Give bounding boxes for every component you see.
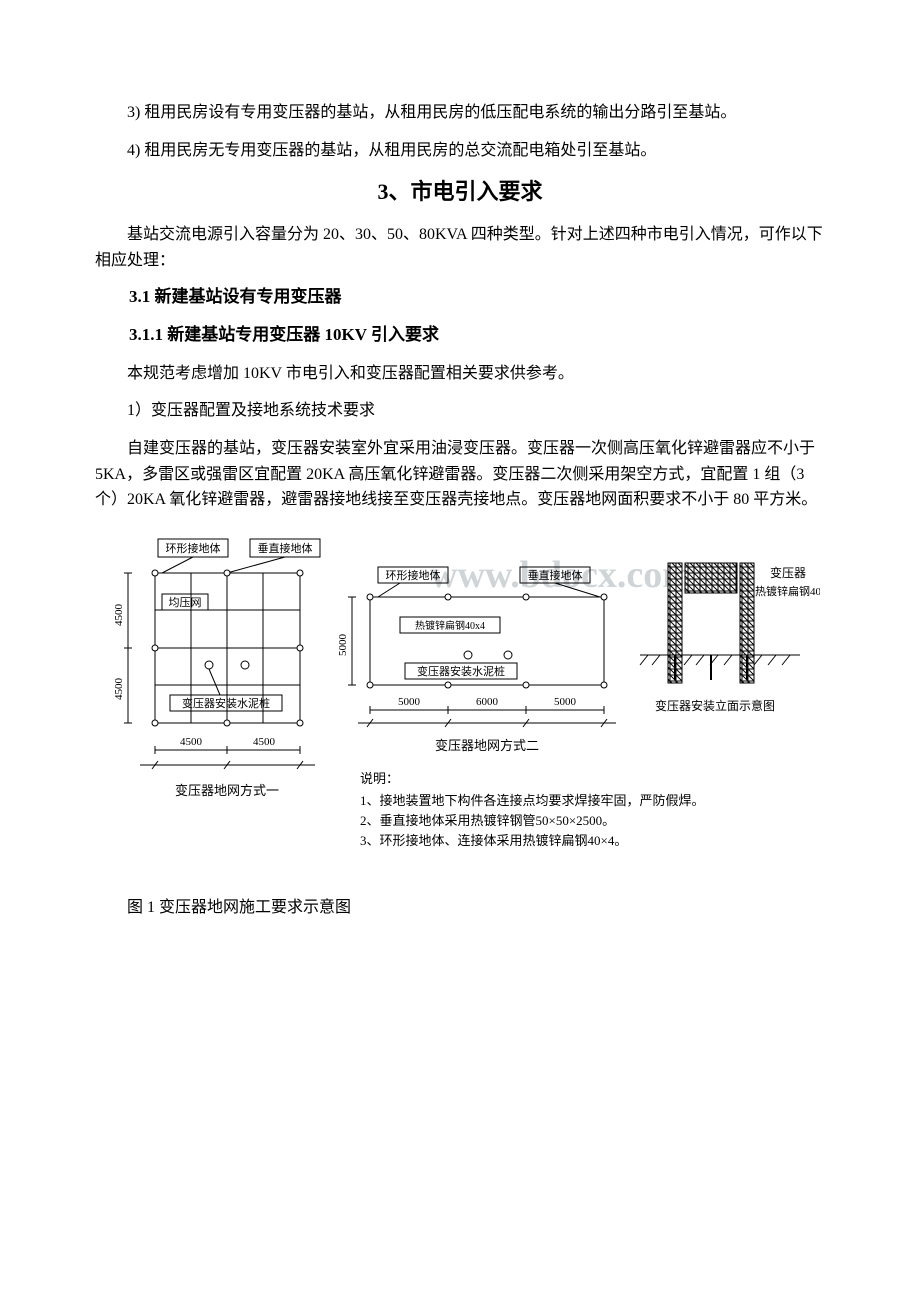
section-3-p2: 1）变压器配置及接地系统技术要求	[95, 398, 825, 424]
svg-text:6000: 6000	[476, 696, 499, 708]
paragraph-4: 4) 租用民房无专用变压器的基站，从租用民房的总交流配电箱处引至基站。	[95, 138, 825, 164]
section-3-1-heading: 3.1 新建基站设有专用变压器	[95, 285, 825, 309]
section-3-p1: 本规范考虑增加 10KV 市电引入和变压器配置相关要求供参考。	[95, 361, 825, 387]
svg-text:热镀锌扁钢40x4: 热镀锌扁钢40x4	[415, 619, 485, 632]
svg-text:均压网: 均压网	[169, 596, 202, 609]
svg-text:垂直接地体: 垂直接地体	[528, 568, 583, 582]
section-3-p3: 自建变压器的基站，变压器安装室外宜采用油浸变压器。变压器一次侧高压氧化锌避雷器应…	[95, 436, 825, 513]
svg-text:环形接地体: 环形接地体	[166, 541, 221, 555]
svg-text:环形接地体: 环形接地体	[386, 568, 441, 582]
svg-text:4500: 4500	[113, 603, 125, 626]
svg-text:热镀锌扁钢40x4: 热镀锌扁钢40x4	[755, 584, 820, 598]
svg-text:4500: 4500	[113, 677, 125, 700]
section-3-1-1-heading: 3.1.1 新建基站专用变压器 10KV 引入要求	[95, 323, 825, 347]
svg-text:1、接地装置地下构件各连接点均要求焊接牢固，严防假焊。: 1、接地装置地下构件各连接点均要求焊接牢固，严防假焊。	[360, 793, 705, 808]
figure-notes: 说明： 1、接地装置地下构件各连接点均要求焊接牢固，严防假焊。 2、垂直接地体采…	[360, 771, 705, 848]
svg-text:说明：: 说明：	[360, 771, 399, 786]
svg-text:2、垂直接地体采用热镀锌钢管50×50×2500。: 2、垂直接地体采用热镀锌钢管50×50×2500。	[360, 813, 615, 828]
left-diagram: 环形接地体 垂直接地体 均压网	[113, 539, 320, 798]
svg-text:5000: 5000	[337, 633, 349, 656]
svg-text:变压器: 变压器	[770, 565, 806, 580]
svg-text:变压器地网方式二: 变压器地网方式二	[435, 738, 539, 753]
svg-text:5000: 5000	[398, 696, 421, 708]
svg-text:4500: 4500	[180, 736, 203, 748]
svg-text:5000: 5000	[554, 696, 577, 708]
svg-text:4500: 4500	[253, 736, 276, 748]
svg-text:3、环形接地体、连接体采用热镀锌扁钢40×4。: 3、环形接地体、连接体采用热镀锌扁钢40×4。	[360, 833, 627, 848]
figure-1: www.bdocx.com 环形接地体 垂直接地体 均压网	[95, 525, 825, 885]
svg-text:变压器安装立面示意图: 变压器安装立面示意图	[655, 698, 775, 713]
section-3-intro: 基站交流电源引入容量分为 20、30、50、80KVA 四种类型。针对上述四种市…	[95, 222, 825, 273]
svg-text:变压器地网方式一: 变压器地网方式一	[175, 783, 279, 798]
svg-text:垂直接地体: 垂直接地体	[258, 541, 313, 555]
svg-text:变压器安装水泥桩: 变压器安装水泥桩	[182, 696, 270, 710]
diagram-svg: www.bdocx.com 环形接地体 垂直接地体 均压网	[100, 525, 820, 885]
paragraph-3: 3) 租用民房设有专用变压器的基站，从租用民房的低压配电系统的输出分路引至基站。	[95, 100, 825, 126]
figure-1-caption: 图 1 变压器地网施工要求示意图	[95, 897, 825, 919]
svg-text:变压器安装水泥桩: 变压器安装水泥桩	[417, 664, 505, 678]
section-3-title: 3、市电引入要求	[95, 177, 825, 208]
